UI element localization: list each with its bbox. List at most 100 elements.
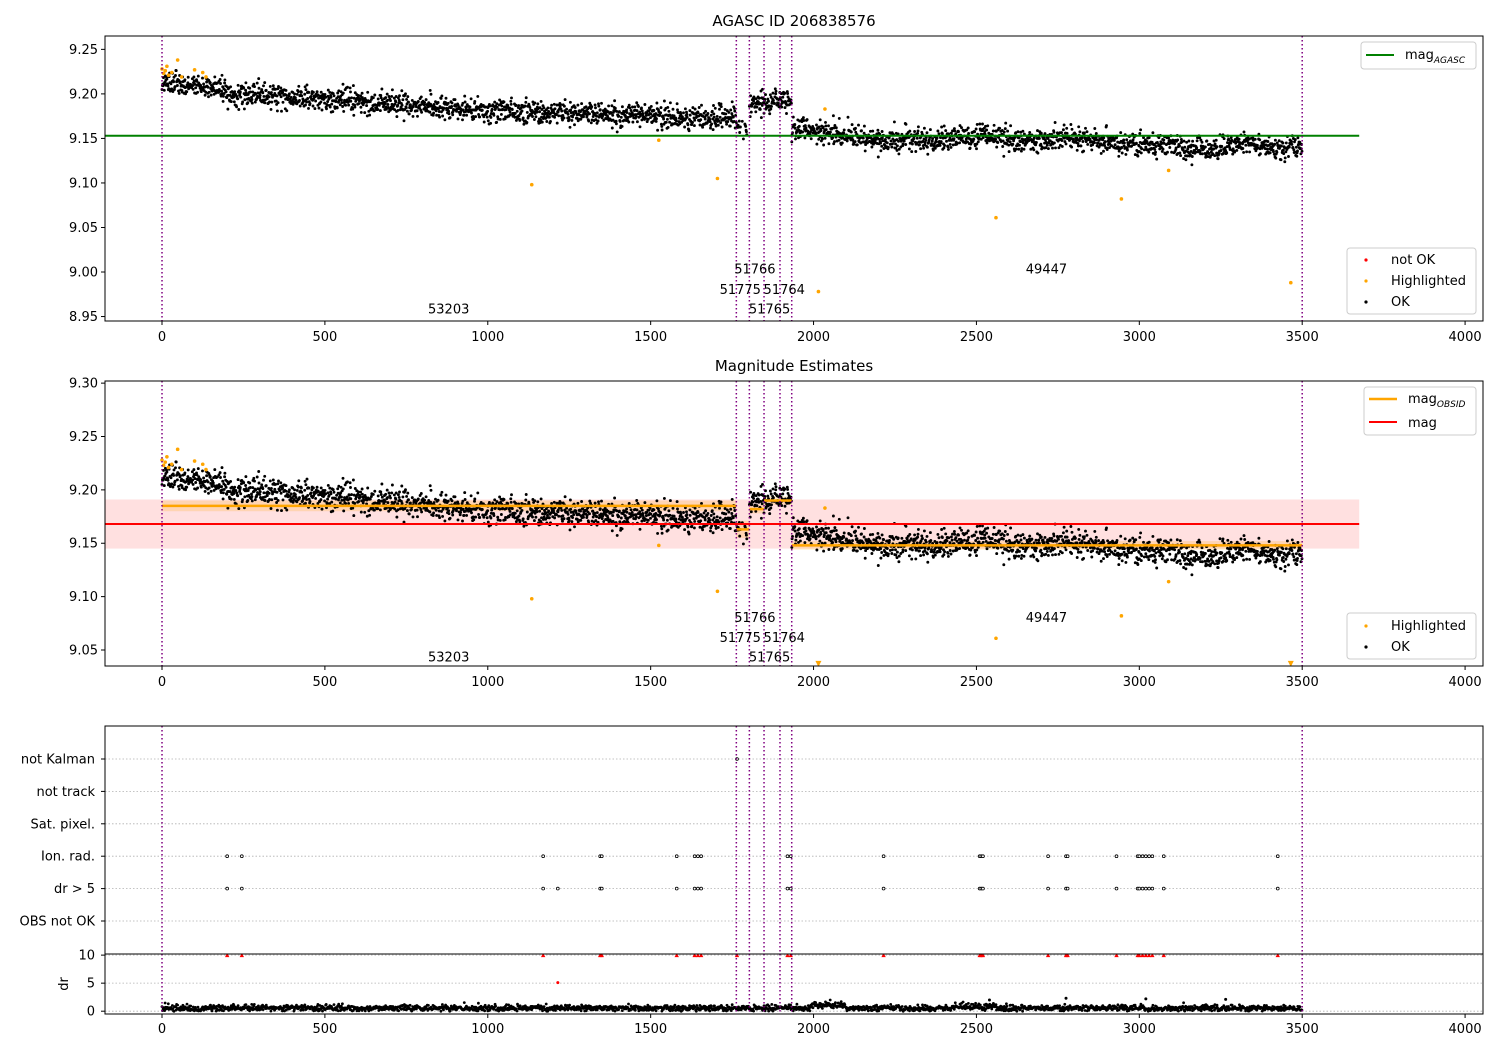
ok-point [1147,136,1151,140]
ok-point [229,85,233,89]
ok-point [1044,146,1048,150]
ok-point [760,103,764,107]
ok-point [645,510,649,514]
ok-point [942,124,946,128]
ok-point [978,122,982,126]
ok-point [496,515,500,519]
ok-point [546,513,549,517]
ok-point [536,500,540,504]
ok-point [191,482,195,486]
ok-point [701,528,705,532]
ok-point [553,516,557,520]
ok-point [299,486,303,490]
ok-point [620,124,624,128]
ok-point [315,485,319,489]
ok-point [744,130,748,134]
ok-point [708,518,712,522]
ok-point [260,483,264,487]
ok-point [221,99,225,103]
ok-point [751,102,755,106]
ok-point [377,502,381,506]
ok-point [801,534,805,538]
ok-point [944,129,948,133]
ok-point [648,506,652,510]
ok-point [1200,152,1204,156]
ok-point [824,120,827,124]
ok-point [258,490,262,494]
ok-point [785,511,788,515]
ok-point [341,105,345,108]
ok-point [224,485,228,489]
ok-point [981,136,985,140]
ok-point [1293,138,1297,142]
ok-point [1020,147,1024,151]
ok-point [544,507,548,511]
ok-point [831,514,835,518]
ok-point [552,102,556,106]
ok-point [812,530,816,533]
ok-point [191,87,195,91]
ok-point [922,126,926,130]
legend-not-ok-label: not OK [1391,253,1436,268]
ok-point [727,110,731,114]
ok-point [690,525,694,529]
ok-point [846,541,850,545]
ok-point [482,115,486,119]
ok-point [750,104,754,108]
ok-point [190,470,194,474]
ok-point [178,474,182,478]
ok-point [771,99,775,102]
ok-point [883,138,887,141]
ok-point [728,527,732,530]
ok-point [1039,131,1043,135]
ok-point [544,111,548,115]
ok-point [326,483,330,487]
ok-point [995,145,999,149]
ok-point [165,77,169,81]
ok-point [568,528,572,532]
ok-point [481,513,485,517]
ok-point [896,132,900,136]
ok-point [731,516,735,520]
ok-point [175,84,179,87]
ok-point [387,95,391,98]
ok-point [1188,153,1192,157]
ok-point [220,466,224,470]
ok-point [1242,130,1246,134]
ok-point [165,470,169,474]
ok-point [640,508,644,512]
ok-point [207,90,211,94]
ok-point [662,99,666,103]
ok-point [755,504,759,508]
ok-point [482,515,486,519]
ok-point [379,94,383,97]
ok-point [1028,131,1032,134]
ok-point [428,484,432,488]
ok-point [687,129,691,133]
ok-point [389,496,392,500]
ok-point [1157,136,1161,140]
ok-point [842,128,846,132]
ok-point [486,520,490,524]
ok-point [975,142,979,146]
ok-point [1051,146,1054,150]
ok-point [359,105,363,109]
ok-point [783,487,787,491]
ok-point [718,115,722,119]
ok-point [207,491,210,495]
ok-point [852,548,856,552]
ok-point [1124,152,1128,156]
ok-point [540,516,543,520]
ok-point [363,111,367,115]
ok-point [351,478,355,482]
ok-point [349,90,352,94]
ok-point [281,498,285,502]
ok-point [217,473,221,477]
ok-point [275,109,279,113]
legend-not-ok-marker [1364,258,1368,262]
ok-point [780,504,784,508]
ok-point [649,512,653,516]
ok-point [688,113,692,117]
ok-point [305,83,309,87]
ok-point [492,514,496,517]
